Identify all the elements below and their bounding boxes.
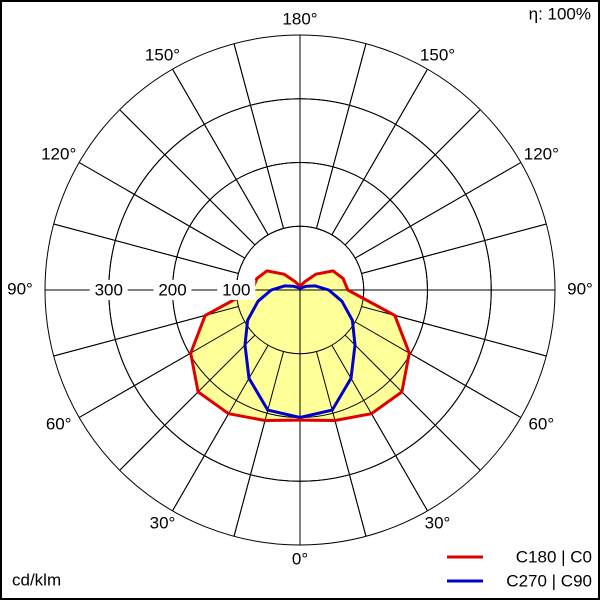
radial-grid-line	[78, 321, 246, 418]
radial-grid-line	[316, 43, 367, 229]
angle-label: 60°	[46, 414, 72, 433]
angle-label: 120°	[524, 144, 559, 163]
legend-label: C270 | C90	[506, 571, 592, 590]
angle-label: 90°	[567, 279, 593, 298]
label-background	[217, 280, 256, 300]
angle-label: 150°	[145, 46, 180, 65]
label-background	[153, 280, 192, 300]
r-tick-label: 300	[95, 280, 123, 299]
label-background	[89, 280, 128, 300]
r-tick-label: 100	[222, 280, 250, 299]
angle-label: 150°	[420, 46, 455, 65]
series-line	[299, 269, 411, 422]
efficiency-note: η: 100%	[529, 4, 591, 23]
angle-label: 120°	[41, 144, 76, 163]
radial-grid-line	[119, 334, 256, 471]
radial-grid-line	[354, 321, 522, 418]
radial-grid-line	[361, 223, 547, 274]
angle-label: 30°	[150, 513, 176, 532]
radial-grid-line	[331, 68, 428, 236]
series-line	[243, 284, 301, 419]
radial-grid-line	[233, 351, 284, 537]
angle-label: 180°	[282, 9, 317, 28]
radial-grid-line	[172, 68, 269, 236]
angle-label: 60°	[528, 414, 554, 433]
radial-grid-line	[78, 162, 246, 259]
radial-grid-line	[331, 344, 428, 512]
radial-grid-line	[119, 109, 256, 246]
angle-label: 0°	[292, 549, 308, 568]
legend-label: C180 | C0	[516, 547, 592, 566]
radial-grid-line	[344, 109, 481, 246]
angle-label: 30°	[425, 513, 451, 532]
radial-grid-line	[53, 223, 239, 274]
unit-label: cd/klm	[12, 570, 61, 589]
radial-grid-line	[344, 334, 481, 471]
radial-grid-line	[354, 162, 522, 259]
radial-grid-line	[233, 43, 284, 229]
series-line	[299, 284, 357, 419]
radial-grid-line	[172, 344, 269, 512]
radial-grid-line	[316, 351, 367, 537]
r-tick-label: 200	[158, 280, 186, 299]
angle-label: 90°	[7, 279, 33, 298]
